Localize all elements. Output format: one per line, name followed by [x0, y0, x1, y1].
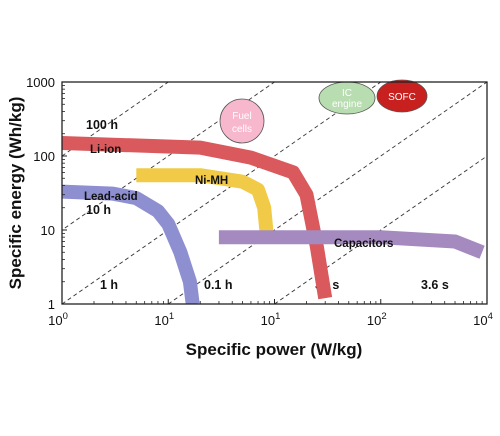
y-tick-label: 1000	[26, 75, 55, 90]
series-label-li-ion: Li-ion	[90, 144, 121, 156]
time-line-label: 1 h	[100, 278, 118, 292]
series-band-capacitors	[218, 230, 485, 259]
y-tick-label: 10	[41, 223, 55, 238]
region-fuel-cells	[219, 98, 265, 144]
x-axis-title: Specific power (W/kg)	[186, 340, 363, 359]
axis-ticks: 100 101 101 102 104 1 10 100 1000	[26, 75, 493, 328]
time-line-10-h	[167, 82, 487, 304]
time-line-label: 10 h	[86, 203, 111, 217]
data-series: Li-ion Ni-MH Lead-acid Capacitors	[62, 136, 485, 304]
y-axis-title: Specific energy (Wh/kg)	[6, 97, 25, 290]
x-tick-label: 100	[48, 311, 68, 328]
x-tick-label: 102	[367, 311, 387, 328]
series-band-lead-acid	[62, 184, 200, 304]
region-sofc	[376, 79, 428, 113]
time-line-36-s	[62, 82, 169, 157]
series-label-ni-mh: Ni-MH	[195, 175, 228, 187]
y-tick-label: 1	[48, 297, 55, 312]
y-tick-label: 100	[33, 149, 55, 164]
series-label-capacitors: Capacitors	[334, 238, 393, 250]
time-line-label: 100 h	[86, 118, 118, 132]
x-tick-label: 104	[473, 311, 493, 328]
series-band-li-ion	[62, 136, 333, 300]
time-line-label: 3.6 s	[421, 278, 449, 292]
device-regions: Fuel cells IC engine SOFC	[219, 79, 428, 144]
time-line-label: 0.1 h	[204, 278, 233, 292]
time-line-100-h	[274, 155, 487, 304]
time-line-1-h	[62, 82, 382, 304]
series-label-lead-acid: Lead-acid	[84, 191, 138, 203]
series-band-ni-mh	[136, 168, 274, 238]
region-label: Fuel cells	[232, 111, 252, 135]
x-tick-label: 101	[154, 311, 174, 328]
x-tick-label: 101	[261, 311, 281, 328]
region-label: SOFC	[388, 92, 416, 103]
region-label: IC engine	[332, 88, 362, 110]
